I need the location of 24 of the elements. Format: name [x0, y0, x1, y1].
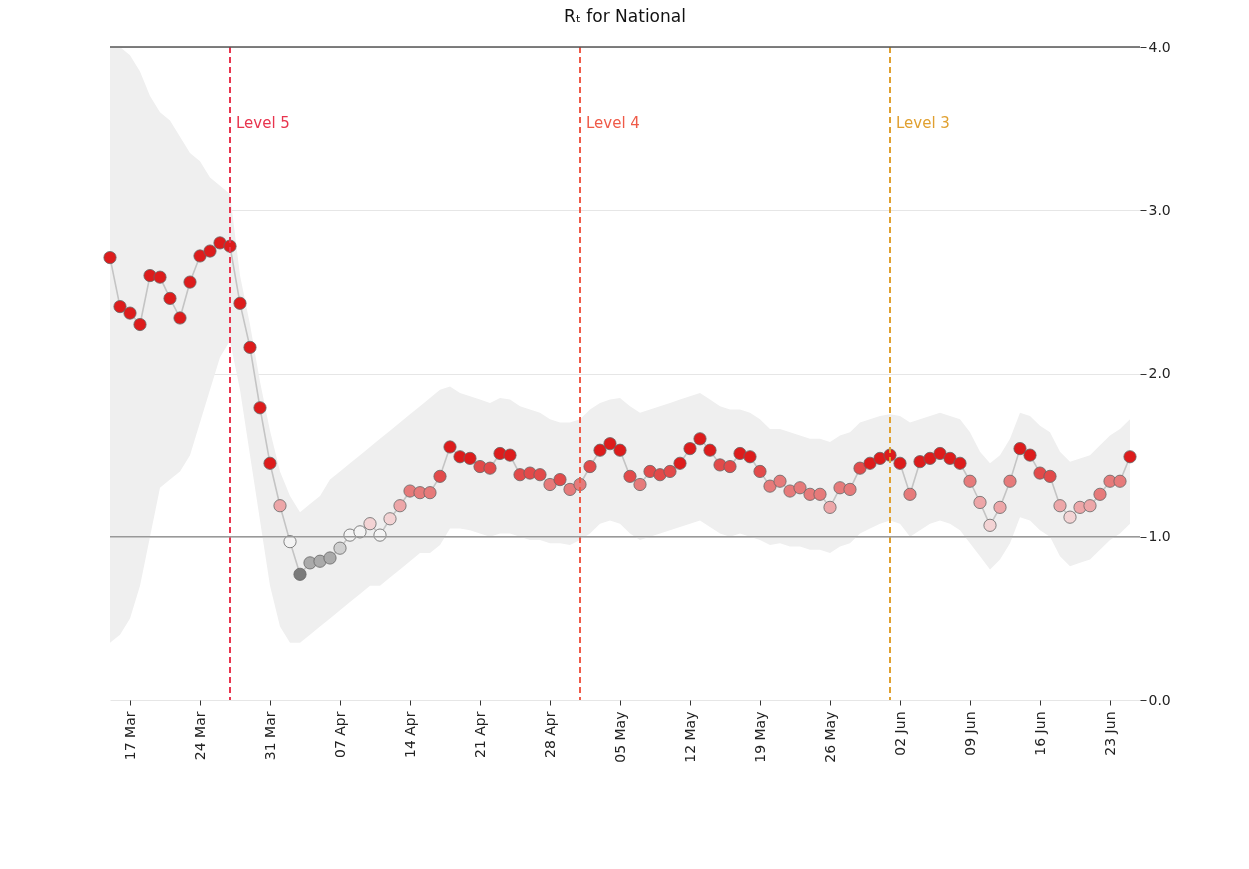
x-tick-label: 05 May [611, 711, 628, 763]
y-tick-label: 2.0 [1148, 365, 1171, 381]
x-tick-label: 19 May [751, 711, 768, 763]
ref-line-label: Level 4 [586, 114, 640, 132]
x-tick-label: 31 Mar [261, 711, 278, 761]
ref-line-label: Level 3 [896, 114, 950, 132]
y-tick-label: 4.0 [1148, 38, 1171, 55]
y-tick-label: 1.0 [1148, 528, 1171, 545]
ref-line-label: Level 5 [236, 114, 290, 132]
y-tick-label: 3.0 [1148, 201, 1171, 218]
x-tick-label: 07 Apr [331, 711, 348, 758]
x-tick-label: 28 Apr [541, 711, 558, 758]
x-tick-label: 14 Apr [401, 711, 418, 758]
chart-title: Rₜ for National [564, 6, 686, 26]
x-tick-label: 24 Mar [191, 711, 208, 761]
x-tick-label: 12 May [681, 711, 698, 763]
x-tick-label: 21 Apr [471, 711, 488, 758]
x-tick-label: 17 Mar [121, 711, 138, 761]
x-tick-label: 16 Jun [1031, 711, 1048, 756]
x-tick-label: 02 Jun [891, 711, 908, 756]
y-tick-label: 0.0 [1148, 691, 1171, 708]
x-tick-label: 26 May [821, 711, 838, 763]
x-tick-label: 23 Jun [1101, 711, 1118, 756]
x-tick-label: 09 Jun [961, 711, 978, 756]
